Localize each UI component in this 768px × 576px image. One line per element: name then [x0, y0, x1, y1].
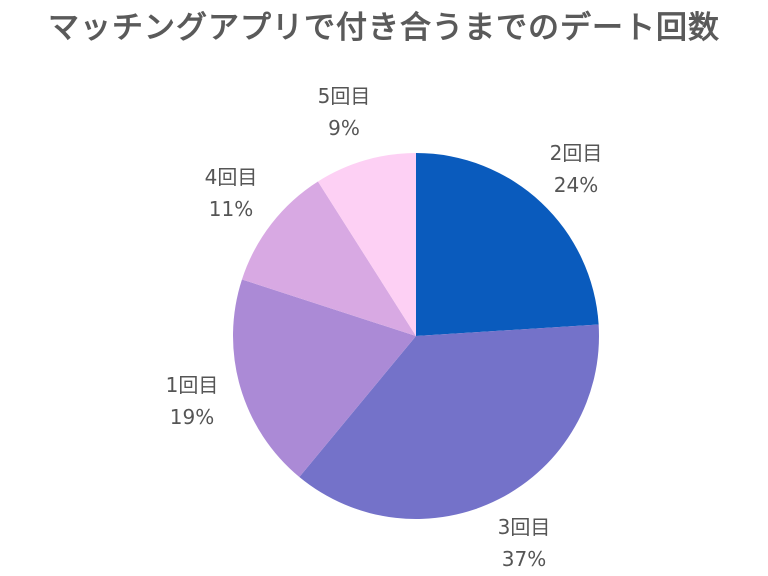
slice-label: 3回目 — [498, 515, 551, 539]
pie-slice-5 — [317, 153, 416, 336]
pie-slice-4 — [241, 181, 416, 336]
slice-label: 5回目 — [318, 84, 371, 108]
slice-percent-label: 11% — [209, 197, 253, 221]
slice-label: 2回目 — [550, 141, 603, 165]
slice-percent-label: 24% — [554, 173, 598, 197]
chart-title: マッチングアプリで付き合うまでのデート回数 — [48, 10, 720, 46]
pie-slices — [233, 153, 600, 519]
pie-slice-1 — [416, 153, 599, 336]
slice-percent-label: 37% — [502, 547, 546, 571]
slice-percent-label: 9% — [328, 116, 360, 140]
slice-label: 4回目 — [205, 165, 258, 189]
slice-percent-label: 19% — [170, 405, 214, 429]
pie-slice-2 — [299, 324, 600, 519]
pie-labels: 2回目 24% 3回目 37% 1回目 19% 4回目 11% 5回目 9% — [166, 84, 603, 571]
pie-slice-3 — [233, 279, 416, 477]
slice-label: 1回目 — [166, 373, 219, 397]
